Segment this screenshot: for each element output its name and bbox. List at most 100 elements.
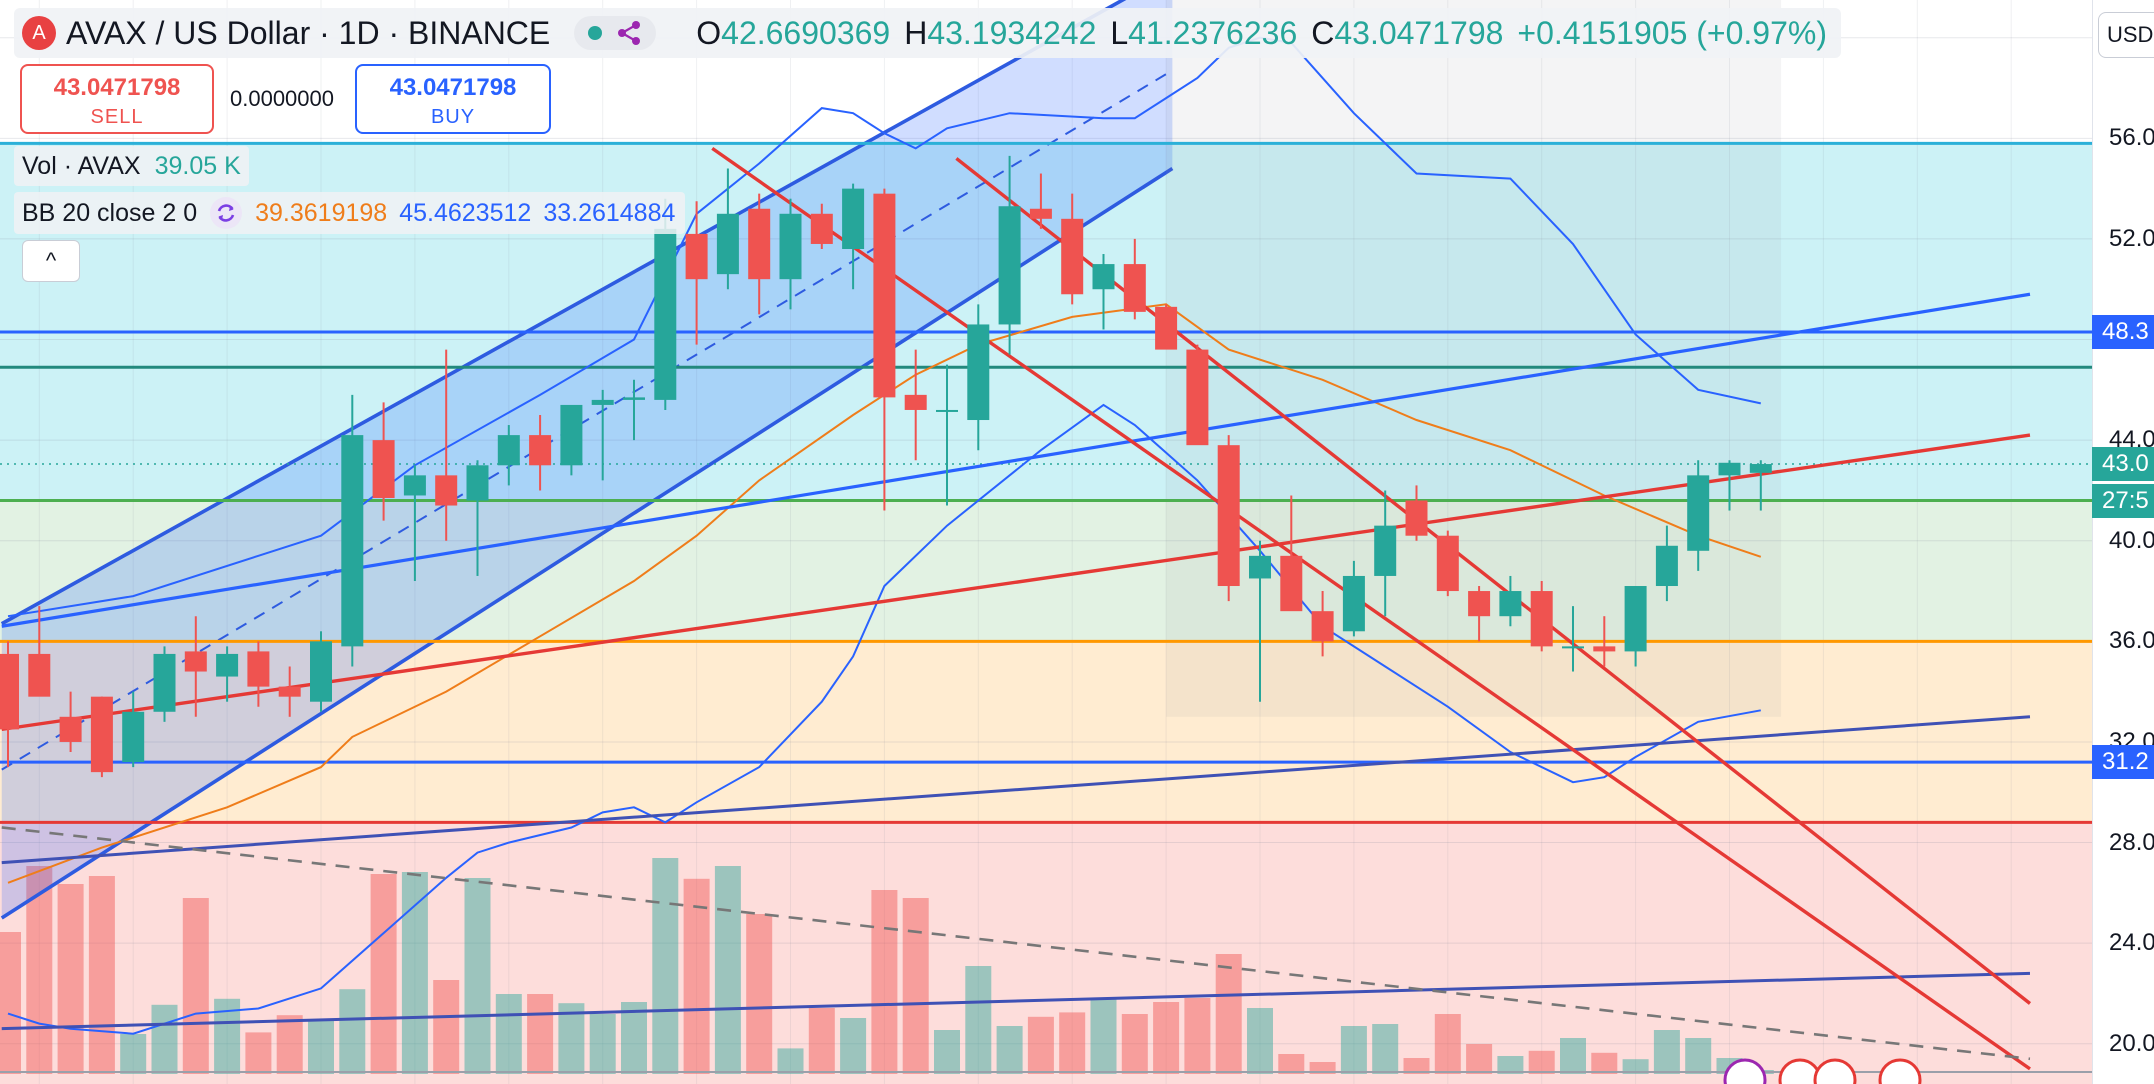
candle [435, 349, 458, 541]
price-axis-tag: 27:5 [2092, 483, 2154, 518]
candle-body [1092, 264, 1115, 290]
volume-bar [1340, 1026, 1367, 1074]
candle-body [403, 475, 426, 496]
volume-bar [902, 898, 929, 1074]
currency-button[interactable]: USD [2098, 12, 2154, 58]
volume-bar [308, 1020, 334, 1074]
trend-line [711, 146, 2031, 1071]
volume-bar [1090, 998, 1117, 1074]
volume-bar [433, 980, 460, 1074]
candle [1593, 616, 1616, 667]
candle [122, 691, 145, 768]
volume-bar [589, 1014, 616, 1074]
volume-bar [871, 890, 898, 1074]
candle-body [1280, 555, 1303, 612]
volume-bar [1497, 1056, 1524, 1074]
high-label: H [904, 14, 928, 51]
candle [310, 631, 332, 712]
candle-body [435, 475, 458, 506]
event-marker-icon [1723, 1058, 1767, 1084]
volume-bar [1403, 1058, 1430, 1074]
candle-body [748, 208, 771, 280]
candle [1092, 254, 1115, 330]
event-marker-icon [1878, 1058, 1922, 1084]
volume-label: Vol · AVAX [22, 151, 141, 180]
candle-body [1718, 462, 1741, 476]
price-zones [0, 143, 2092, 1084]
candle [59, 691, 82, 753]
candle [1530, 580, 1553, 652]
candle [184, 616, 207, 717]
sell-button[interactable]: 43.0471798 SELL [20, 64, 214, 134]
trend-line [1, 826, 2031, 1061]
candle-body [1436, 535, 1459, 592]
candle [153, 646, 176, 722]
candle [497, 425, 520, 486]
candle-body [341, 435, 364, 647]
candle-body [1311, 611, 1334, 642]
candle [28, 606, 51, 697]
candle [1342, 560, 1365, 637]
candle-body [1374, 525, 1397, 576]
candle [1374, 490, 1397, 617]
bb-legend[interactable]: BB 20 close 2 0 39.3619198 45.4623512 33… [14, 192, 686, 234]
candle [560, 404, 583, 476]
candle-body [1061, 218, 1084, 295]
candle-body [1530, 591, 1553, 647]
header-icon-group[interactable] [574, 16, 657, 50]
volume-bar [1560, 1038, 1586, 1074]
candle [1186, 344, 1209, 446]
candle-body [278, 686, 301, 697]
candle [1123, 238, 1146, 320]
bb-basis-value: 39.3619198 [255, 198, 388, 227]
candle [0, 641, 19, 768]
bb-label: BB 20 close 2 0 [22, 198, 198, 227]
candle-body [685, 233, 708, 280]
candle [685, 201, 708, 345]
candle-body [1562, 646, 1584, 649]
candle-body [842, 188, 865, 249]
candle-body [0, 653, 19, 730]
volume-bar [1372, 1024, 1399, 1074]
volume-bar [276, 1015, 303, 1074]
collapse-legend-button[interactable]: ^ [22, 240, 80, 282]
candle [1249, 540, 1271, 702]
candle-body [779, 213, 802, 280]
candle-body [1186, 349, 1209, 446]
candle-body [1123, 264, 1146, 312]
candle-body [654, 228, 677, 400]
event-marker-icon [1813, 1058, 1857, 1084]
volume-legend[interactable]: Vol · AVAX 39.05 K [14, 146, 249, 186]
price-chart[interactable] [0, 0, 2092, 1084]
candle-body [623, 397, 645, 400]
candle [216, 646, 239, 702]
chart-overlays [0, 1058, 2092, 1084]
price-axis[interactable]: 60.056.052.048.044.040.036.032.028.024.0… [2092, 0, 2154, 1084]
low-value: 41.2376236 [1128, 14, 1298, 51]
volume-bar [1622, 1059, 1649, 1074]
symbol-title[interactable]: AVAX / US Dollar · 1D · BINANCE [66, 14, 551, 51]
volume-bar [182, 898, 209, 1074]
candle [1217, 435, 1240, 602]
bb-upper-value: 45.4623512 [399, 198, 532, 227]
refresh-icon[interactable] [209, 196, 243, 230]
candle-body [310, 641, 332, 702]
candle [873, 188, 896, 511]
buy-button[interactable]: 43.0471798 BUY [355, 64, 551, 134]
volume-bar [1121, 1014, 1148, 1074]
share-icon[interactable] [616, 20, 642, 46]
candle [998, 155, 1021, 355]
volume-bar [151, 1004, 178, 1074]
channel-boundary-line [0, 0, 1127, 626]
volume-bar [683, 878, 710, 1074]
volume-bar [840, 1018, 867, 1074]
candle-body [1342, 575, 1365, 632]
candle [278, 666, 301, 717]
volume-bar [808, 1008, 835, 1074]
candle [1155, 304, 1178, 350]
candle [810, 203, 833, 249]
candle [1562, 606, 1584, 672]
candle-body [1249, 555, 1271, 579]
volume-value: 39.05 K [154, 151, 241, 180]
candle-body [560, 404, 583, 466]
